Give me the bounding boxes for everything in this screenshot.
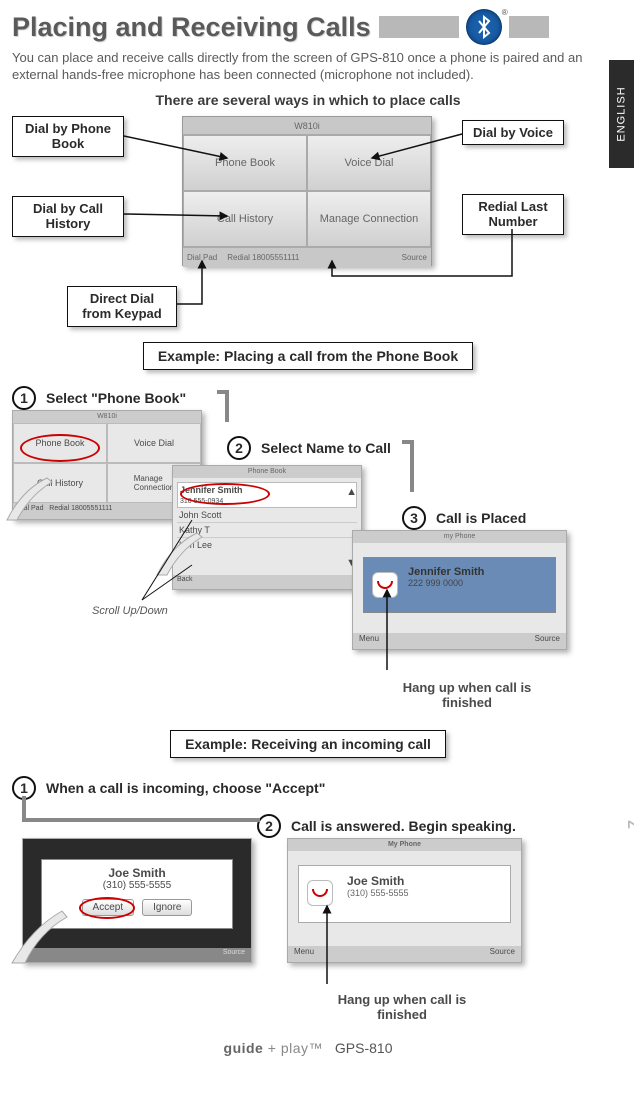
red-highlight-icon (20, 434, 100, 462)
hand3-icon (7, 893, 87, 973)
quick-start-guide-label: Quick-Start Guide (630, 810, 634, 1048)
t5-bar: My Phone (288, 839, 521, 851)
e2-step1-num: 1 (12, 776, 36, 800)
bottom-source: Source (402, 253, 427, 262)
device-titlebar: W810i (183, 117, 431, 135)
page-number: 7 (626, 820, 634, 829)
step3-num: 3 (402, 506, 426, 530)
language-tab: ENGLISH (609, 60, 634, 168)
hangup2-icon (307, 880, 333, 906)
hangup-label: Hang up when call is finished (382, 680, 552, 710)
deco-bar-2 (509, 16, 549, 38)
accept-button[interactable]: Accept (82, 899, 135, 916)
t1-bar: W810i (13, 411, 201, 423)
hangup-icon (372, 572, 398, 598)
cell-manage: Manage Connection (307, 191, 431, 247)
incoming-name: Joe Smith (48, 866, 226, 880)
cell-phonebook: Phone Book (183, 135, 307, 191)
title-row: Placing and Receiving Calls ® (12, 10, 604, 44)
t3-bar: my Phone (353, 531, 566, 543)
cell-callhistory: Call History (183, 191, 307, 247)
step3-label: Call is Placed (436, 510, 526, 526)
active-name: Jennifer Smith (408, 566, 547, 578)
callout-voice: Dial by Voice (462, 120, 564, 146)
thumb-active2: My Phone Joe Smith (310) 555-5555 Menu S… (287, 838, 522, 963)
callout-history: Dial by Call History (12, 196, 124, 237)
device-screen: W810i Phone Book Voice Dial Call History… (182, 116, 432, 266)
e2-step1-label: When a call is incoming, choose "Accept" (46, 780, 325, 796)
step2-num: 2 (227, 436, 251, 460)
device-id: GPS-810 (335, 1040, 393, 1056)
active2-name: Joe Smith (347, 874, 502, 888)
scroll-up-icon: ▲ (346, 486, 357, 498)
step2-label: Select Name to Call (261, 440, 391, 456)
step1-label: Select "Phone Book" (46, 390, 186, 406)
bottom-dialpad: Dial Pad (187, 253, 217, 262)
subhead: There are several ways in which to place… (12, 92, 604, 108)
callout-phonebook: Dial by Phone Book (12, 116, 124, 157)
e2-step2-label: Call is answered. Begin speaking. (291, 818, 516, 834)
t2-bar: Phone Book (173, 466, 361, 478)
bottom-redial: Redial 18005551111 (227, 253, 299, 262)
brand: guide + play™ (224, 1040, 323, 1056)
page-title: Placing and Receiving Calls (12, 12, 371, 43)
thumb-active-call: my Phone Jennifer Smith 222 999 0000 Men… (352, 530, 567, 650)
example2-title: Example: Receiving an incoming call (170, 730, 446, 758)
example1-title: Example: Placing a call from the Phone B… (143, 342, 473, 370)
source2-btn: Source (490, 947, 515, 961)
source-btn: Source (535, 634, 560, 648)
placing-methods-diagram: W810i Phone Book Voice Dial Call History… (12, 116, 604, 336)
red-highlight2-icon (180, 483, 270, 505)
cell-voicedial: Voice Dial (307, 135, 431, 191)
intro-text: You can place and receive calls directly… (12, 50, 604, 84)
hand2-icon (152, 515, 222, 585)
footer: guide + play™ GPS-810 (12, 1040, 604, 1056)
ignore-button[interactable]: Ignore (142, 899, 192, 916)
menu-btn: Menu (359, 634, 379, 648)
incoming-phone: (310) 555-5555 (48, 880, 226, 891)
active-phone: 222 999 0000 (408, 578, 547, 588)
registered-mark: ® (502, 8, 508, 17)
e2-step2-num: 2 (257, 814, 281, 838)
hand-icon (2, 460, 72, 530)
callout-redial: Redial Last Number (462, 194, 564, 235)
bluetooth-icon: ® (467, 10, 501, 44)
scroll-caption: Scroll Up/Down (92, 605, 168, 617)
step1-num: 1 (12, 386, 36, 410)
menu2-btn: Menu (294, 947, 314, 961)
deco-bar-1 (379, 16, 459, 38)
example2-section: 1 When a call is incoming, choose "Accep… (12, 758, 604, 1028)
language-label: ENGLISH (616, 86, 628, 141)
hangup2-label: Hang up when call is finished (312, 992, 492, 1022)
callout-keypad: Direct Dial from Keypad (67, 286, 177, 327)
example1-section: 1 Select "Phone Book" W810i Phone Book V… (12, 370, 604, 730)
active2-phone: (310) 555-5555 (347, 888, 502, 898)
